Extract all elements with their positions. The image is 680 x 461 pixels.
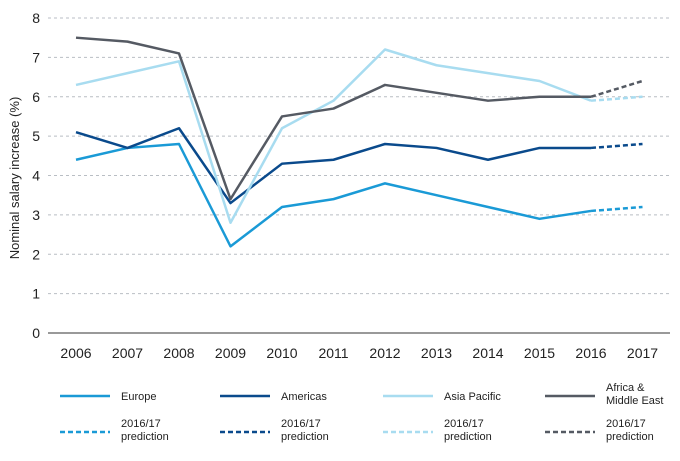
y-tick-label: 8 [32, 10, 40, 26]
legend-label: Americas [281, 391, 327, 403]
prediction-line [590, 205, 643, 213]
x-tick-label: 2009 [215, 345, 246, 361]
prediction-line [590, 79, 643, 98]
legend: Europe 2016/17 prediction Americas 2016/17 pr… [60, 382, 663, 443]
y-tick-label: 1 [32, 286, 40, 302]
x-tick-label: 2011 [318, 345, 348, 361]
x-tick-labels: 2006 2007 2008 2009 2010 2011 2012 2013 2014 2015… [60, 345, 658, 361]
y-tick-label: 6 [32, 89, 40, 105]
x-tick-label: 2016 [575, 345, 606, 361]
y-tick-label: 3 [32, 207, 40, 223]
y-tick-label: 0 [32, 325, 40, 341]
legend-label: Europe [121, 391, 156, 403]
legend-prediction-label: 2016/17 prediction [281, 418, 329, 443]
y-tick-labels: 0 1 2 3 4 5 6 7 8 [32, 10, 40, 341]
x-tick-label: 2010 [266, 345, 297, 361]
legend-prediction-label: 2016/17 prediction [606, 418, 654, 443]
legend-prediction-label: 2016/17 prediction [121, 418, 169, 443]
prediction-line [590, 142, 643, 150]
x-tick-label: 2014 [472, 345, 503, 361]
y-tick-label: 7 [32, 49, 40, 65]
series-lines [75, 36, 643, 248]
x-tick-label: 2017 [627, 345, 658, 361]
legend-prediction-label: 2016/17 prediction [444, 418, 492, 443]
series-line [75, 48, 592, 224]
grid-lines [48, 17, 670, 295]
x-tick-label: 2007 [112, 345, 143, 361]
y-tick-label: 4 [32, 168, 40, 184]
legend-label: Africa & Middle East [606, 382, 663, 407]
x-tick-label: 2015 [524, 345, 555, 361]
legend-label: Asia Pacific [444, 391, 501, 403]
x-tick-label: 2013 [421, 345, 452, 361]
x-tick-label: 2006 [60, 345, 91, 361]
x-tick-label: 2012 [369, 345, 400, 361]
y-axis-label: Nominal salary increase (%) [7, 97, 22, 260]
series-line [75, 36, 591, 201]
x-tick-label: 2008 [163, 345, 194, 361]
y-tick-label: 2 [32, 246, 40, 262]
prediction-line [590, 95, 643, 102]
series-line [75, 142, 592, 248]
series-line [75, 127, 591, 205]
y-tick-label: 5 [32, 128, 40, 144]
